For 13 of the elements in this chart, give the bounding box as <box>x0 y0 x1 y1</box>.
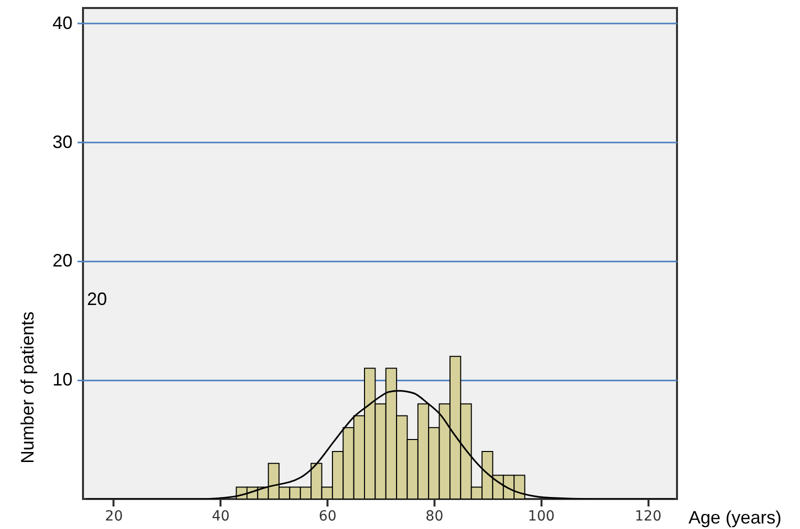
x-tick-label: 80 <box>426 508 444 524</box>
x-tick-label: 60 <box>318 508 337 524</box>
annotation: 20 <box>87 289 108 309</box>
x-tick-label: 100 <box>528 508 555 524</box>
x-tick-label: 20 <box>105 508 123 524</box>
y-tick-label: 30 <box>52 132 72 152</box>
y-tick-label: 40 <box>52 12 72 33</box>
x-tick-label: 120 <box>634 508 662 524</box>
y-axis-title: Number of patients <box>18 311 38 464</box>
x-tick-label: 40 <box>212 508 230 524</box>
y-tick-label: 10 <box>52 370 72 390</box>
y-tick-label: 20 <box>52 250 72 271</box>
x-axis-title: Age (years) <box>688 508 782 528</box>
